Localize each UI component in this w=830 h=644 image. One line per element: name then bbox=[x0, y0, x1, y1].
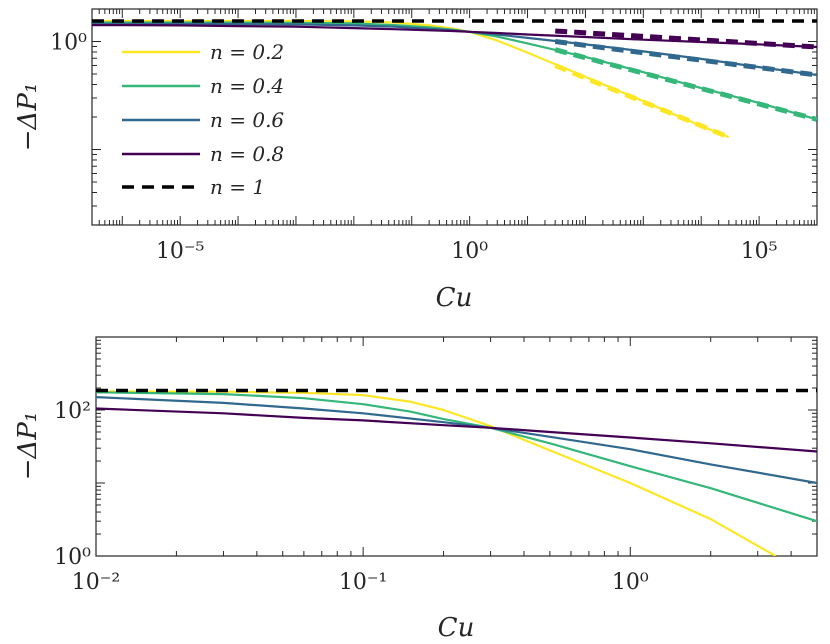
legend-label: n = 0.8 bbox=[210, 142, 284, 166]
legend-entry: n = 1 bbox=[122, 175, 265, 199]
series-line bbox=[92, 21, 817, 121]
series-layer bbox=[92, 19, 817, 140]
series-line bbox=[96, 390, 777, 556]
y-tick-label: 10⁰ bbox=[54, 545, 91, 570]
x-tick-label: 10⁻² bbox=[72, 570, 120, 595]
bottom-ticks bbox=[95, 336, 818, 557]
legend-label: n = 0.4 bbox=[210, 74, 284, 98]
x-tick-label: 10⁻⁵ bbox=[156, 239, 204, 264]
series-line bbox=[92, 19, 730, 139]
series-line bbox=[96, 391, 817, 523]
bottom-plot-frame bbox=[95, 336, 818, 557]
series-layer bbox=[96, 388, 817, 556]
bottom-tick-labels: 10⁻² 10⁻¹ 10⁰ 10⁰ 10² bbox=[54, 399, 649, 595]
legend-entry: n = 0.8 bbox=[122, 142, 284, 166]
bottom-y-axis-label: −ΔP₁ bbox=[13, 412, 43, 480]
legend-entry: n = 0.6 bbox=[122, 108, 284, 132]
top-x-axis-label: Cu bbox=[436, 283, 473, 313]
top-y-axis-label: −ΔP₁ bbox=[13, 83, 43, 151]
x-tick-label: 10⁰ bbox=[451, 239, 488, 264]
bottom-subplot: 10⁻² 10⁻¹ 10⁰ 10⁰ 10² Cu −ΔP₁ bbox=[13, 336, 818, 643]
top-subplot: 10⁻⁵ 10⁰ 10⁵ 10⁰ n = 0.2 n = 0.4 n = 0.6 n … bbox=[13, 8, 818, 313]
series-line bbox=[96, 407, 817, 453]
y-tick-label: 10² bbox=[54, 399, 91, 424]
top-tick-labels: 10⁻⁵ 10⁰ 10⁵ 10⁰ bbox=[50, 31, 777, 264]
legend-label: n = 0.6 bbox=[210, 108, 284, 132]
series-line bbox=[96, 396, 817, 485]
legend-entry: n = 0.4 bbox=[122, 74, 284, 98]
top-series bbox=[92, 19, 817, 140]
x-tick-label: 10⁻¹ bbox=[339, 570, 387, 595]
x-tick-label: 10⁵ bbox=[741, 239, 778, 264]
y-tick-label: 10⁰ bbox=[50, 31, 87, 56]
legend: n = 0.2 n = 0.4 n = 0.6 n = 0.8 n = 1 bbox=[122, 40, 284, 199]
legend-label: n = 1 bbox=[210, 175, 265, 199]
bottom-x-axis-label: Cu bbox=[438, 613, 475, 643]
bottom-series bbox=[96, 388, 817, 556]
legend-entry: n = 0.2 bbox=[122, 40, 284, 64]
series-line bbox=[92, 24, 817, 49]
legend-label: n = 0.2 bbox=[210, 40, 284, 64]
x-tick-label: 10⁰ bbox=[612, 570, 649, 595]
